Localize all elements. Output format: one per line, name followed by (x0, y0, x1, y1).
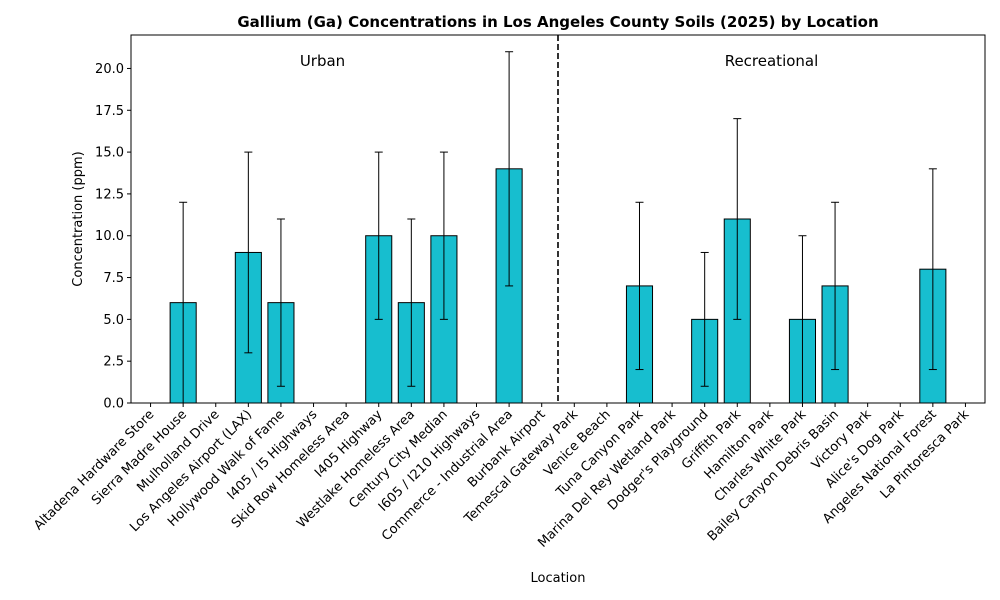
group-label-recreational: Recreational (725, 52, 819, 70)
error-bar (505, 51, 514, 287)
error-bar (374, 151, 383, 320)
y-tick-label: 15.0 (95, 146, 124, 161)
x-axis-label: Location (531, 571, 586, 586)
y-axis-label: Concentration (ppm) (71, 151, 86, 286)
error-bar (700, 251, 709, 387)
chart-title: Gallium (Ga) Concentrations in Los Angel… (237, 13, 878, 31)
y-tick-label: 7.5 (103, 271, 124, 286)
error-bar (831, 201, 840, 371)
error-bar (635, 201, 644, 371)
y-tick-label: 2.5 (103, 355, 124, 370)
y-tick-label: 5.0 (103, 313, 124, 328)
error-bar (407, 218, 416, 387)
y-axis: 0.0 2.5 5.0 7.5 10.0 12.5 15.0 17.5 20.0 (95, 62, 131, 412)
group-label-urban: Urban (300, 52, 345, 70)
error-bar (439, 151, 448, 320)
error-bar (276, 218, 285, 387)
y-tick-label: 10.0 (95, 229, 124, 244)
y-tick-label: 0.0 (103, 397, 124, 412)
y-tick-label: 20.0 (95, 62, 124, 77)
y-tick-label: 12.5 (95, 187, 124, 202)
plot-area: Urban Recreational (130, 34, 986, 404)
y-tick-label: 17.5 (95, 104, 124, 119)
error-bar (733, 118, 742, 320)
error-bar (928, 168, 937, 371)
error-bar (244, 151, 253, 354)
plot-frame (130, 34, 986, 404)
